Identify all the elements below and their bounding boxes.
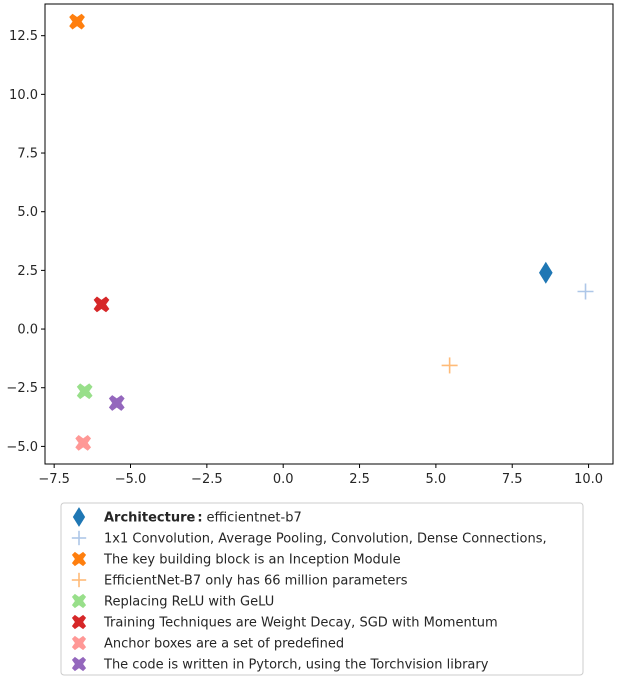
data-point-7 (108, 395, 125, 411)
legend-marker-1 (71, 530, 87, 546)
x-tick-label: 7.5 (502, 472, 523, 487)
legend-marker-6 (71, 635, 87, 651)
y-tick-label: 7.5 (17, 147, 38, 162)
y-tick-label: 5.0 (17, 205, 38, 220)
legend-label-value: efficientnet-b7 (207, 511, 302, 526)
legend-label-0: Architecture: efficientnet-b7 (104, 511, 302, 526)
legend-marker-0 (72, 507, 86, 527)
legend-marker-3 (71, 572, 87, 588)
legend: Architecture: efficientnet-b7 1x1 Convolut… (60, 502, 584, 676)
data-point-5 (93, 296, 110, 313)
x-tick-label: −7.5 (38, 472, 70, 487)
axis-ticks: −7.5 −5.0 −2.5 0.0 2.5 5.0 7.5 10.0 −5.0 −2.5 0.0 2… (6, 29, 603, 487)
y-tick-label: 0.0 (17, 323, 38, 338)
y-tick-label: −5.0 (6, 440, 38, 455)
data-points (69, 13, 594, 451)
data-point-1 (577, 283, 594, 300)
legend-marker-4 (71, 593, 87, 609)
data-point-6 (75, 435, 92, 451)
legend-label-1: 1x1 Convolution, Average Pooling, Convol… (104, 532, 547, 547)
x-tick-label: 2.5 (349, 472, 370, 487)
data-point-4 (76, 383, 93, 400)
legend-label-6: Anchor boxes are a set of predefined (104, 637, 344, 652)
legend-label-3: EfficientNet-B7 only has 66 million para… (104, 574, 408, 589)
data-point-3 (441, 357, 458, 374)
legend-label-5: Training Techniques are Weight Decay, SG… (103, 616, 498, 631)
data-point-0 (538, 261, 553, 284)
legend-label-7: The code is written in Pytorch, using th… (103, 658, 489, 673)
x-tick-label: 0.0 (273, 472, 294, 487)
legend-label-4: Replacing ReLU with GeLU (104, 595, 274, 610)
legend-bold-label: Architecture (104, 511, 196, 526)
legend-frame (60, 502, 584, 676)
y-tick-label: 2.5 (17, 264, 38, 279)
legend-marker-5 (71, 614, 87, 630)
data-point-2 (69, 13, 85, 30)
x-tick-label: 5.0 (426, 472, 447, 487)
y-tick-label: 10.0 (9, 88, 38, 103)
plot-frame (44, 3, 614, 465)
x-tick-label: −2.5 (191, 472, 223, 487)
x-tick-label: 10.0 (574, 472, 603, 487)
legend-marker-2 (71, 551, 87, 567)
legend-marker-7 (71, 656, 87, 672)
y-tick-label: 12.5 (9, 29, 38, 44)
legend-label-2: The key building block is an Inception M… (103, 553, 401, 568)
legend-label-separator: : (197, 511, 202, 526)
y-tick-label: −2.5 (6, 381, 38, 396)
x-tick-label: −5.0 (115, 472, 147, 487)
